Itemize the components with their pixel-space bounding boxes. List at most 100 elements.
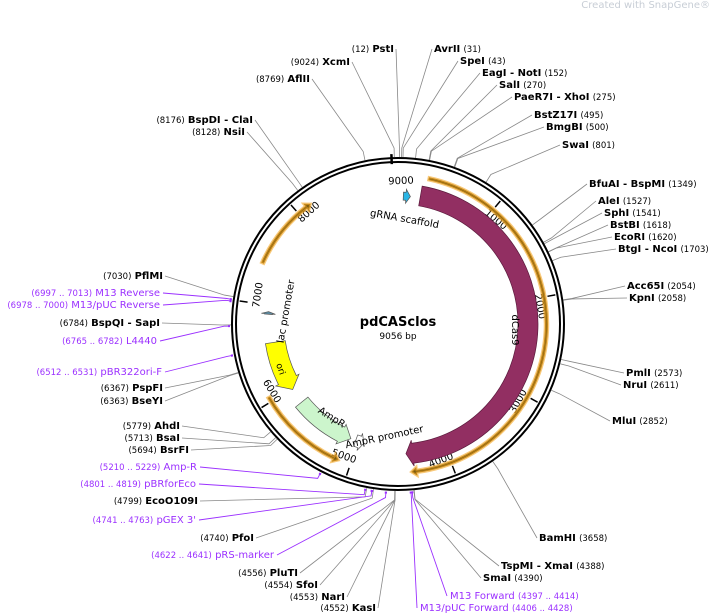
enzyme-site-label[interactable]: AvrII (31)	[434, 44, 481, 55]
enzyme-site-label-position: (1620)	[648, 233, 676, 243]
enzyme-site-label[interactable]: (5779) AhdI	[123, 421, 180, 432]
enzyme-site-label[interactable]: PaeR7I - XhoI (275)	[514, 92, 616, 103]
primer-label-name: Amp-R	[164, 462, 198, 473]
enzyme-site-label[interactable]: BamHI (3658)	[539, 533, 607, 544]
enzyme-leader-line	[532, 183, 588, 226]
enzyme-site-label[interactable]: BstBI (1618)	[610, 220, 671, 231]
enzyme-site-label-name: BspDI - ClaI	[188, 115, 253, 126]
enzyme-site-label[interactable]: (4554) SfoI	[264, 580, 318, 591]
enzyme-site-label-name: BseYI	[132, 396, 163, 407]
feature-dcas9[interactable]	[405, 185, 539, 467]
enzyme-site-label[interactable]: SwaI (801)	[562, 140, 615, 151]
enzyme-site-label[interactable]: EcoRI (1620)	[614, 232, 677, 243]
feature-grna-scaffold[interactable]	[402, 188, 411, 205]
enzyme-site-label-name: PflMI	[135, 271, 163, 282]
enzyme-site-label-position: (2611)	[650, 381, 678, 391]
enzyme-site-label[interactable]: TspMI - XmaI (4388)	[501, 561, 604, 572]
enzyme-site-label-position: (1541)	[632, 209, 660, 219]
plasmid-name: pdCASclos	[360, 315, 437, 330]
enzyme-leader-line	[563, 297, 628, 301]
enzyme-site-label[interactable]: (8176) BspDI - ClaI	[156, 115, 253, 126]
enzyme-site-label-position: (4388)	[576, 562, 604, 572]
enzyme-site-label-position: (9024)	[291, 58, 319, 68]
enzyme-site-label[interactable]: EagI - NotI (152)	[482, 68, 567, 79]
enzyme-site-label-position: (270)	[523, 81, 546, 91]
enzyme-site-label[interactable]: SalI (270)	[499, 80, 546, 91]
primer-label[interactable]: M13/pUC Forward (4406 .. 4428)	[420, 603, 573, 614]
primer-label[interactable]: (6997 .. 7013) M13 Reverse	[31, 288, 160, 299]
feature-lac-promoter[interactable]	[261, 311, 276, 315]
enzyme-site-label-position: (8128)	[192, 128, 220, 138]
enzyme-site-label-name: NarI	[321, 592, 345, 603]
primer-label-position: (4622 .. 4641)	[151, 551, 212, 561]
enzyme-site-label[interactable]: SphI (1541)	[604, 208, 661, 219]
feature-ori[interactable]	[265, 340, 300, 390]
orf-arrow[interactable]	[259, 202, 313, 266]
tick-mark	[494, 200, 501, 208]
primer-label[interactable]: (6512 .. 6531) pBR322ori-F	[36, 367, 162, 378]
enzyme-site-label[interactable]: (9024) XcmI	[291, 57, 350, 68]
primer-label-name: M13/pUC Reverse	[71, 300, 160, 311]
enzyme-site-label[interactable]: BmgBI (500)	[546, 122, 609, 133]
enzyme-site-label[interactable]: BstZ17I (495)	[534, 110, 603, 121]
enzyme-site-label-position: (152)	[545, 69, 568, 79]
primer-label[interactable]: (4622 .. 4641) pRS-marker	[151, 550, 275, 561]
enzyme-site-label[interactable]: PmlI (2573)	[626, 368, 682, 379]
primer-label[interactable]: (6978 .. 7000) M13/pUC Reverse	[7, 300, 160, 311]
enzyme-site-label-name: BstZ17I	[534, 110, 577, 121]
primer-label[interactable]: (4801 .. 4819) pBRforEco	[80, 479, 196, 490]
enzyme-site-label-name: BsaI	[156, 433, 180, 444]
enzyme-site-label-position: (5713)	[125, 434, 153, 444]
enzyme-site-label[interactable]: (6367) PspFI	[101, 383, 163, 394]
primer-leader-line	[162, 299, 232, 306]
enzyme-site-label[interactable]: SmaI (4390)	[483, 573, 543, 584]
enzyme-site-label-position: (2852)	[639, 417, 667, 427]
enzyme-site-label[interactable]: (6363) BseYI	[100, 396, 163, 407]
enzyme-site-label[interactable]: Acc65I (2054)	[627, 281, 696, 292]
enzyme-site-label-name: XcmI	[322, 57, 350, 68]
enzyme-site-label[interactable]: (6784) BspQI - SapI	[60, 318, 160, 329]
enzyme-site-label[interactable]: KpnI (2058)	[629, 293, 686, 304]
enzyme-leader-line	[161, 322, 232, 326]
primer-label[interactable]: (6765 .. 6782) L4440	[62, 336, 157, 347]
enzyme-site-label[interactable]: SpeI (43)	[460, 56, 506, 67]
enzyme-site-label-position: (500)	[586, 123, 609, 133]
backbone-outer	[231, 157, 565, 491]
enzyme-site-label-position: (2058)	[658, 294, 686, 304]
enzyme-site-label[interactable]: (4553) NarI	[290, 592, 345, 603]
enzyme-site-label[interactable]: (4799) EcoO109I	[114, 496, 198, 507]
primer-label-position: (4741 .. 4763)	[93, 516, 154, 526]
enzyme-site-label-name: PstI	[372, 44, 394, 55]
enzyme-site-label[interactable]: (8769) AflII	[256, 74, 310, 85]
enzyme-site-label[interactable]: AleI (1527)	[598, 196, 651, 207]
enzyme-site-label-name: BspQI - SapI	[91, 318, 160, 329]
enzyme-leader-line	[548, 236, 613, 253]
primer-label[interactable]: (5210 .. 5229) Amp-R	[100, 462, 197, 473]
primer-label[interactable]: (4741 .. 4763) pGEX 3'	[93, 515, 196, 526]
enzyme-site-label-position: (1527)	[623, 197, 651, 207]
enzyme-site-label[interactable]: (12) PstI	[352, 44, 394, 55]
orf-arrow[interactable]	[265, 394, 341, 464]
enzyme-site-label[interactable]: NruI (2611)	[623, 380, 679, 391]
enzyme-site-label[interactable]: (5713) BsaI	[125, 433, 181, 444]
enzyme-site-label[interactable]: (8128) NsiI	[192, 127, 245, 138]
feature-ampr-promoter[interactable]	[353, 433, 365, 451]
enzyme-site-label-position: (7030)	[103, 272, 131, 282]
enzyme-site-label[interactable]: BtgI - NcoI (1703)	[618, 244, 709, 255]
orf-arrow[interactable]	[409, 175, 550, 479]
primer-label[interactable]: M13 Forward (4397 .. 4414)	[450, 591, 579, 602]
tick-mark	[290, 204, 297, 212]
enzyme-site-label[interactable]: (4740) PfoI	[200, 533, 254, 544]
primer-leader-line	[164, 354, 234, 373]
enzyme-site-label[interactable]: (7030) PflMI	[103, 271, 163, 282]
enzyme-site-label[interactable]: BfuAI - BspMI (1349)	[589, 179, 697, 190]
enzyme-site-label[interactable]: MluI (2852)	[612, 416, 668, 427]
enzyme-site-label[interactable]: (4552) KasI	[320, 603, 376, 614]
enzyme-site-label-name: SphI	[604, 208, 629, 219]
feature-ampr[interactable]	[294, 396, 352, 445]
enzyme-leader-line	[560, 363, 622, 386]
enzyme-leader-line	[164, 275, 234, 297]
enzyme-site-label-name: Acc65I	[627, 281, 664, 292]
enzyme-site-label[interactable]: (5694) BsrFI	[128, 445, 189, 456]
enzyme-site-label[interactable]: (4556) PluTI	[238, 568, 298, 579]
